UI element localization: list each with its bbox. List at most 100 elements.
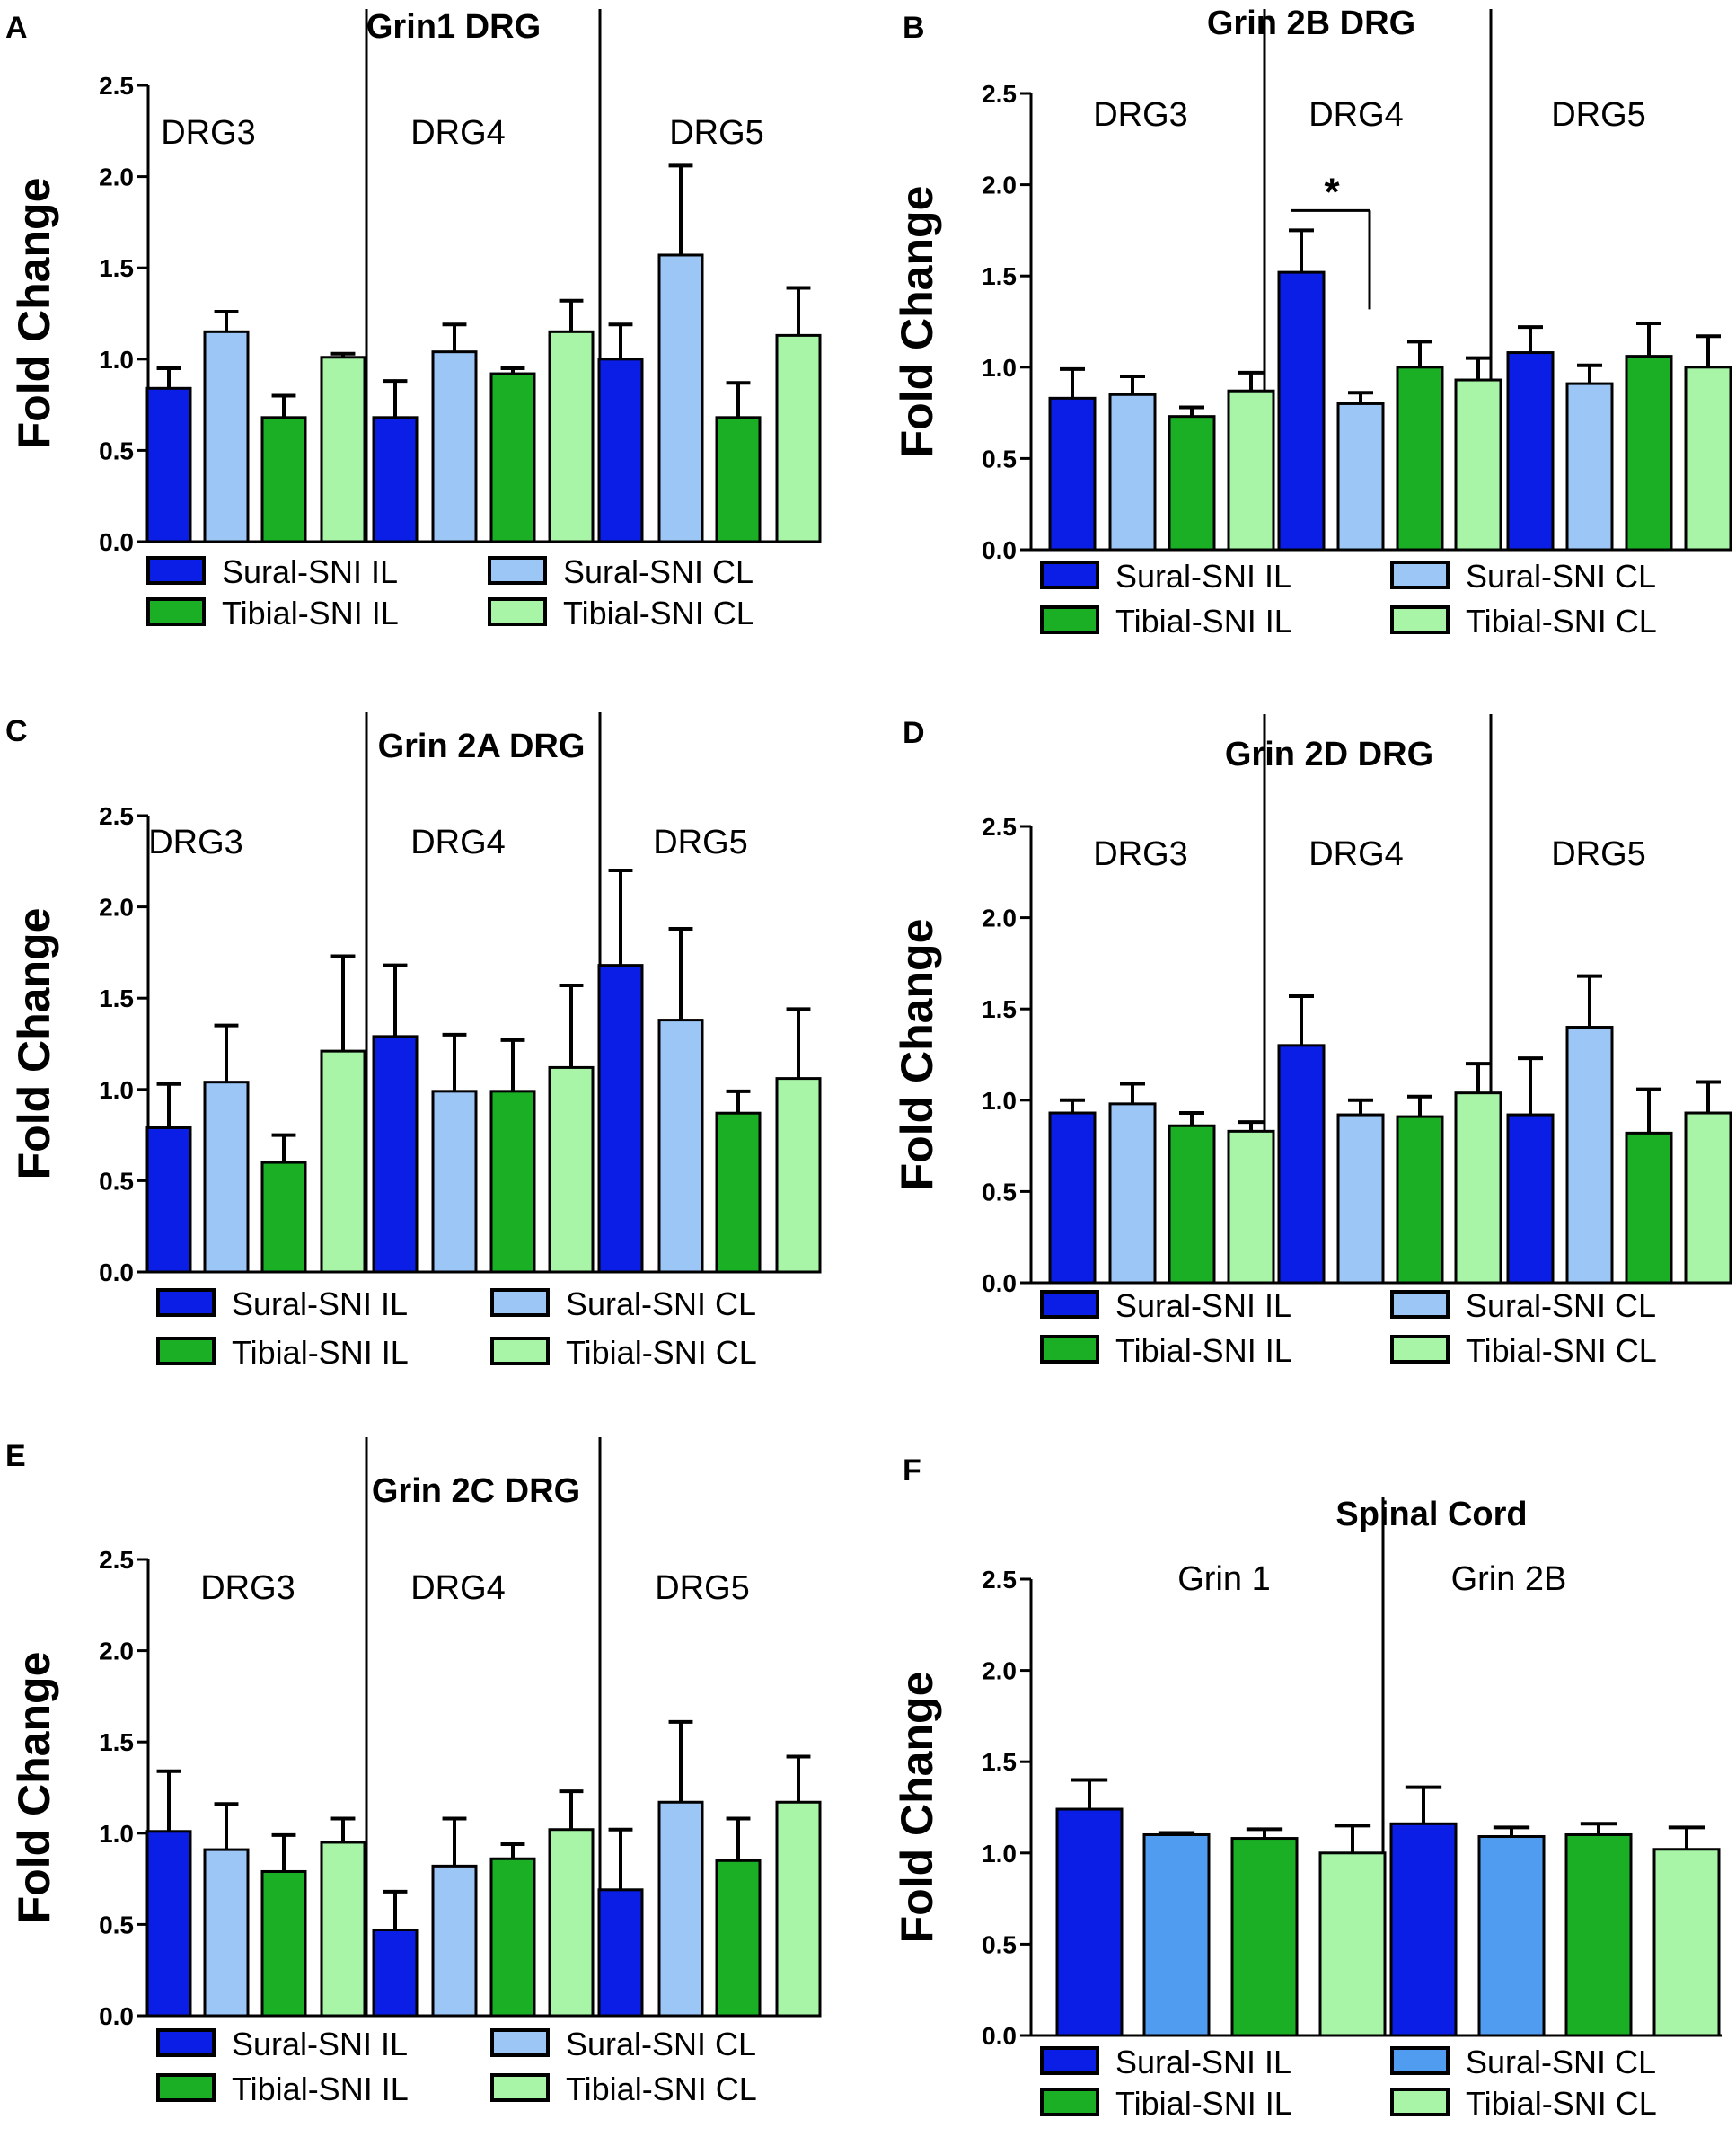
panel-d: D Grin 2D DRG 0.0 0.5 1.0 1.5 2.0 2.5 Fold Chang… [892,714,1732,1369]
legend-label: Sural-SNI CL [1466,1287,1656,1324]
y-axis-label: Fold Change [892,186,942,458]
y-tick-label: 2.0 [982,172,1017,199]
panel-f: F Spinal Cord 0.0 0.5 1.0 1.5 2.0 2.5 Fold Chang… [892,1453,1722,2122]
panel-letter: B [903,11,925,45]
y-tick-label: 0.5 [982,1178,1017,1205]
group-label: DRG3 [161,114,256,152]
bar [431,350,478,543]
group-label: DRG3 [1093,96,1188,134]
bar [1108,393,1157,552]
y-tick-label: 2.5 [99,802,134,830]
group-label: DRG4 [410,824,506,861]
legend-label: Sural-SNI IL [1115,1287,1291,1324]
bar [1336,402,1385,552]
bar [203,1848,250,2018]
y-tick-label: 1.0 [99,1820,134,1848]
y-tick-label: 0.0 [99,528,134,556]
y-tick-label: 2.0 [99,894,134,922]
bar [1048,396,1097,552]
bar [203,1081,250,1274]
y-axis-label: Fold Change [9,1652,59,1924]
legend-label: Sural-SNI CL [566,1285,756,1322]
significance-star: * [1324,170,1340,214]
legend-label: Tibial-SNI IL [1115,1332,1292,1369]
bar [1625,1131,1673,1285]
bar [1684,366,1732,552]
legend-swatch [156,2028,216,2057]
y-tick-label: 1.5 [982,1748,1017,1776]
y-tick-label: 0.0 [982,2022,1017,2050]
group-label: DRG3 [200,1569,295,1607]
legend-label: Sural-SNI CL [563,553,753,590]
bar [372,416,419,543]
bar [203,330,250,543]
chart-title: Grin1 DRG [366,8,541,46]
legend-swatch [1390,2046,1450,2075]
legend-label: Sural-SNI IL [1115,2044,1291,2080]
legend-label: Tibial-SNI CL [566,1334,757,1371]
legend-swatch [156,1288,216,1317]
panel-b: B Grin 2B DRG 0.0 0.5 1.0 1.5 2.0 2.5 Fold Chang… [892,4,1732,640]
y-tick-label: 1.5 [99,254,134,282]
y-tick-label: 0.0 [982,1269,1017,1297]
bar [489,372,536,543]
y-axis-label: Fold Change [892,1672,942,1944]
legend-swatch [1040,2046,1099,2075]
group-label: DRG3 [148,824,243,861]
bar [260,1161,307,1274]
y-tick-label: 1.5 [982,995,1017,1023]
bar [320,1841,366,2018]
bar [1142,1832,1211,2037]
y-tick-label: 0.5 [99,1911,134,1938]
legend-swatch [146,597,206,626]
legend-label: Sural-SNI IL [232,1285,408,1322]
legend-swatch [490,1337,550,1365]
legend-swatch [490,2073,550,2102]
bar [320,1049,366,1274]
bar [260,416,307,543]
y-tick-label: 1.5 [99,1728,134,1756]
y-tick-label: 0.5 [99,1167,134,1195]
legend-swatch [1040,2088,1099,2116]
legend-label: Sural-SNI CL [1466,2044,1656,2080]
bar [1477,1835,1546,2037]
y-tick-label: 2.5 [982,813,1017,841]
group-label: DRG3 [1093,835,1188,873]
legend-swatch [1390,1290,1450,1319]
y-tick-label: 2.0 [982,905,1017,932]
legend-label: Tibial-SNI CL [1466,2085,1657,2122]
panel-c: C Grin 2A DRG 0.0 0.5 1.0 1.5 2.0 2.5 Fold Chang… [5,712,822,1371]
y-tick-label: 1.5 [99,985,134,1012]
panel-e: E Grin 2C DRG 0.0 0.5 1.0 1.5 2.0 2.5 Fold Chang… [5,1437,822,2107]
group-label: DRG5 [1551,96,1646,134]
legend-swatch [1390,2088,1450,2116]
bar [145,386,192,543]
panel-a: A Grin1 DRG 0.0 0.5 1.0 1.5 2.0 2.5 Fold Change D… [5,8,822,631]
legend-swatch [156,1337,216,1365]
y-tick-label: 0.0 [99,1258,134,1286]
legend-label: Tibial-SNI IL [1115,603,1292,640]
y-tick-label: 0.0 [982,536,1017,564]
bar [1564,1832,1633,2037]
legend-label: Tibial-SNI CL [566,2071,757,2107]
bar [548,1828,595,2018]
legend-swatch [488,556,547,585]
bar [372,1035,419,1274]
legend-swatch [1040,1335,1099,1364]
legend-swatch [490,2028,550,2057]
bar [1048,1111,1097,1285]
bar [597,358,644,543]
y-tick-label: 1.5 [982,262,1017,290]
chart-title: Grin 2D DRG [1225,736,1433,773]
group-label: Grin 2B [1451,1560,1567,1598]
bar [1168,415,1216,552]
legend-label: Tibial-SNI CL [1466,1332,1657,1369]
bar [1227,389,1275,552]
legend-swatch [1390,1335,1450,1364]
legend-swatch [1390,561,1450,589]
bar [1652,1848,1721,2037]
bar [431,1090,478,1274]
y-tick-label: 2.0 [99,1638,134,1665]
bar [775,1800,822,2018]
chart-title: Grin 2B DRG [1207,4,1415,42]
